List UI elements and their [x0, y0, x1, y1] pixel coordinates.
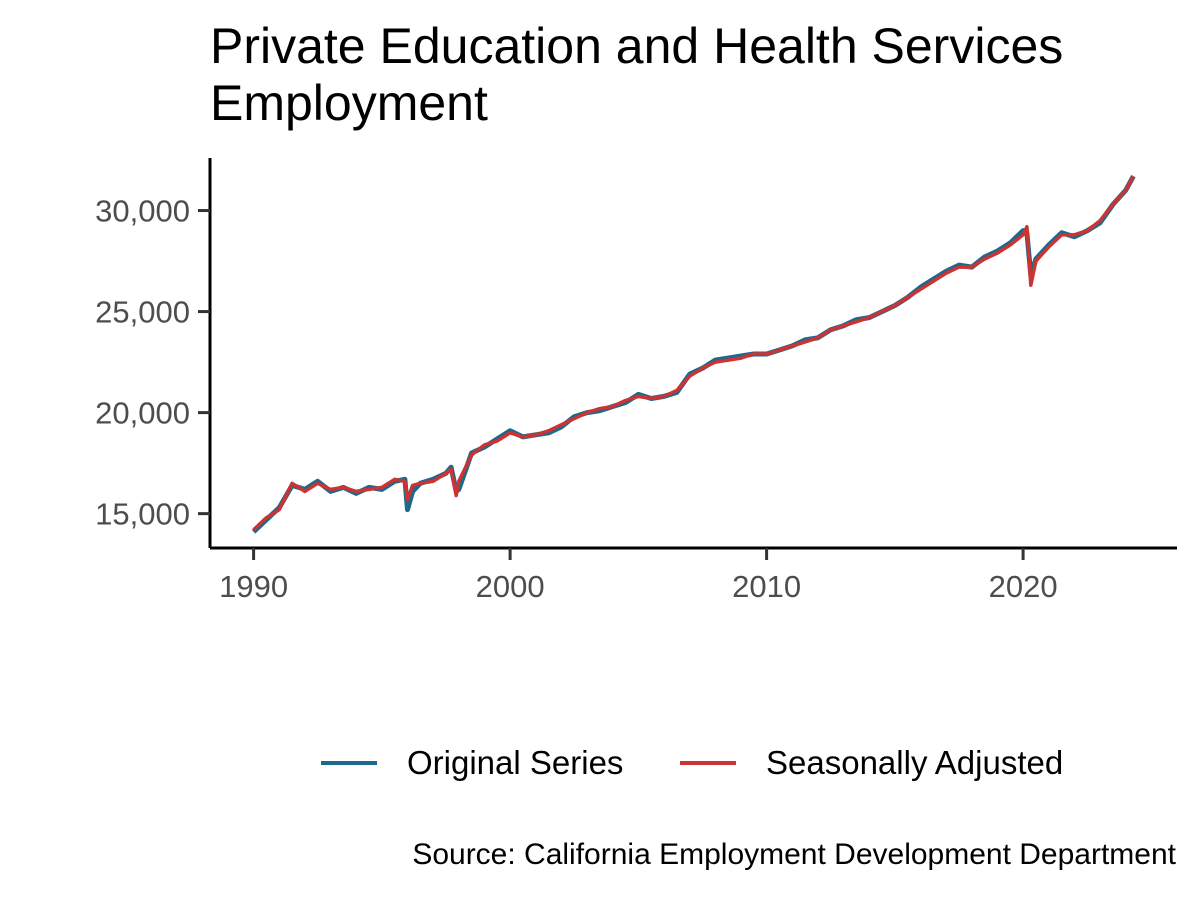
y-tick-label: 30,000 [95, 194, 190, 229]
legend-key-original [321, 761, 377, 765]
x-tick-label: 2000 [476, 569, 545, 604]
y-tick-label: 15,000 [95, 497, 190, 532]
chart-title: Private Education and Health Services Em… [210, 18, 1064, 131]
y-axis: 15,000 20,000 25,000 30,000 [95, 194, 210, 532]
legend-item-original: Original Series [321, 738, 623, 788]
legend-label-original: Original Series [407, 744, 624, 781]
series-line-original [251, 175, 1136, 534]
legend-item-adjusted: Seasonally Adjusted [680, 738, 1063, 788]
y-tick-label: 25,000 [95, 295, 190, 330]
plot-lines [251, 175, 1136, 534]
x-tick-label: 2020 [989, 569, 1058, 604]
x-axis: 1990 2000 2010 2020 [219, 548, 1058, 604]
x-tick-label: 2010 [732, 569, 801, 604]
legend-key-adjusted [680, 761, 736, 765]
legend-label-adjusted: Seasonally Adjusted [766, 744, 1064, 781]
source-caption: Source: California Employment Developmen… [412, 838, 1176, 871]
series-line-adjusted [252, 175, 1135, 532]
x-tick-label: 1990 [219, 569, 288, 604]
legend: Original Series Seasonally Adjusted [0, 738, 1200, 788]
y-tick-label: 20,000 [95, 396, 190, 431]
